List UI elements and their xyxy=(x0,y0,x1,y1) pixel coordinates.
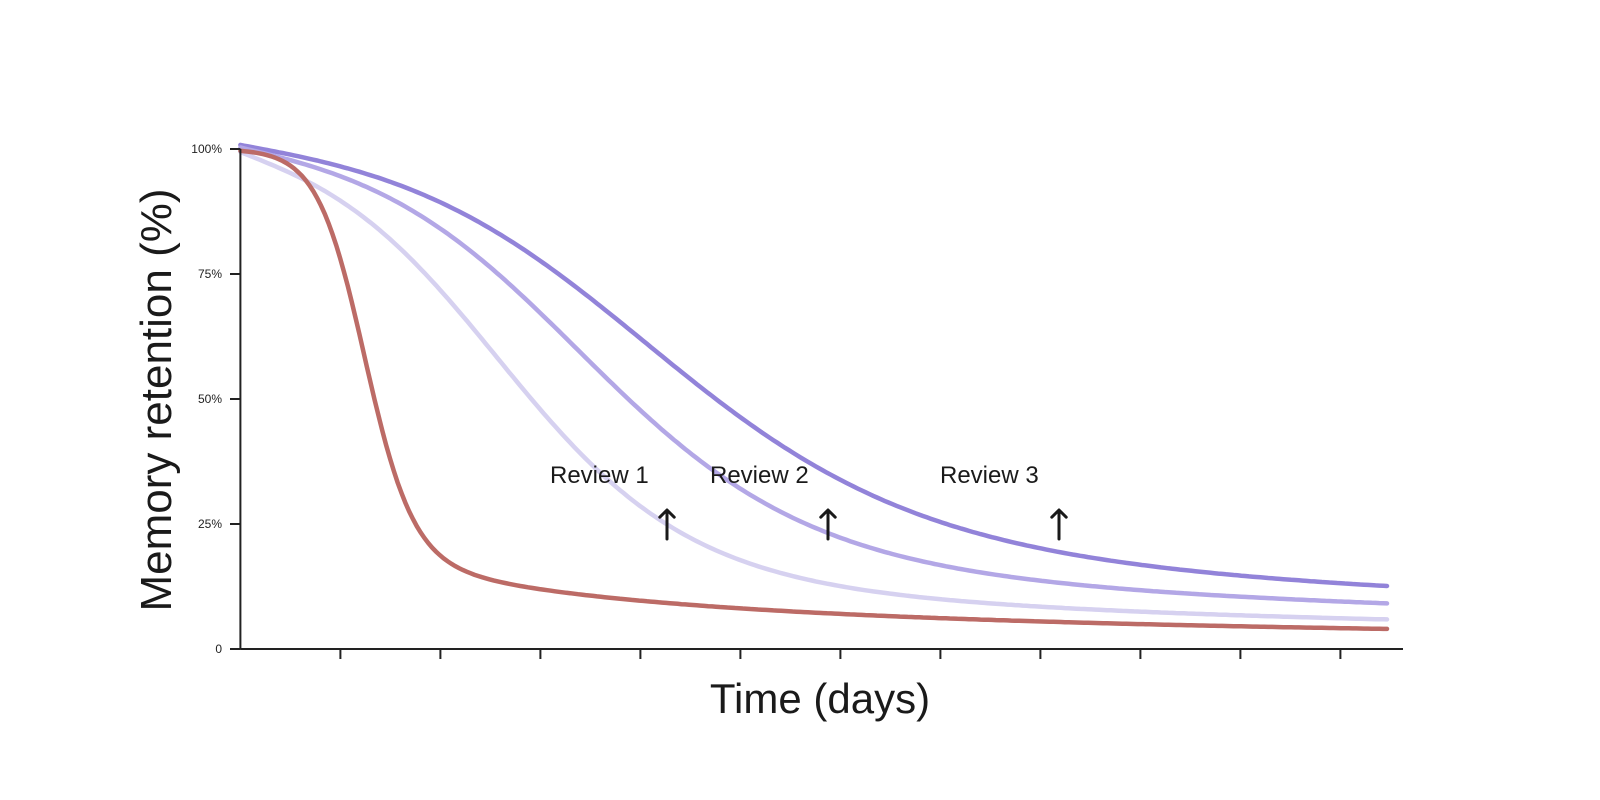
svg-text:Review 3: Review 3 xyxy=(940,462,1039,489)
svg-text:Memory retention (%): Memory retention (%) xyxy=(132,188,181,611)
svg-text:75%: 75% xyxy=(198,267,222,281)
svg-text:Review 1: Review 1 xyxy=(550,462,649,489)
svg-text:Review 2: Review 2 xyxy=(710,462,809,489)
svg-text:100%: 100% xyxy=(191,142,222,156)
svg-text:50%: 50% xyxy=(198,392,222,406)
svg-text:Time (days): Time (days) xyxy=(710,675,930,722)
svg-text:0: 0 xyxy=(215,642,222,656)
svg-text:25%: 25% xyxy=(198,517,222,531)
